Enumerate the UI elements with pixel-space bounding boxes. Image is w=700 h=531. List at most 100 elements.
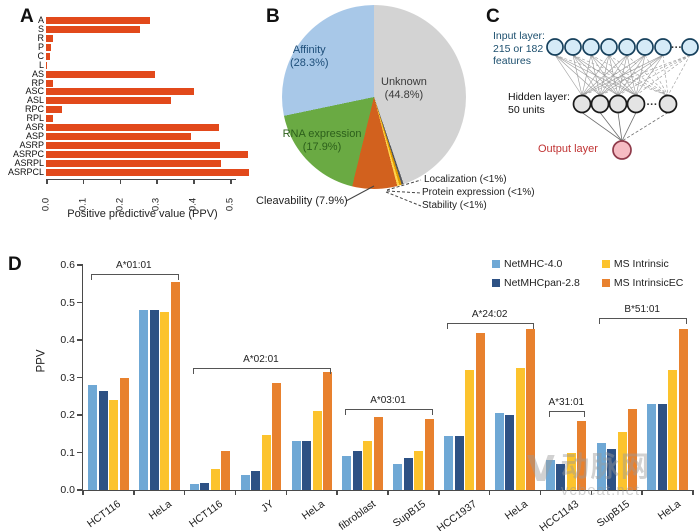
output-layer-label: Output layer bbox=[538, 143, 598, 155]
panel-a-category-label: ASRPCL bbox=[7, 166, 44, 177]
panel-d-bar bbox=[657, 403, 667, 490]
allele-bracket-label: B*51:01 bbox=[624, 303, 660, 315]
panel-a-x-tick bbox=[119, 179, 122, 184]
panel-d-x-tick bbox=[488, 490, 491, 495]
legend-swatch-netmhcpan bbox=[492, 279, 500, 287]
panel-d-bar bbox=[505, 415, 515, 490]
panel-a-bar bbox=[46, 43, 51, 51]
pie-label-affinity: Affinity (28.3%) bbox=[290, 44, 329, 69]
panel-d-bar bbox=[515, 368, 525, 490]
panel-a-bar-row: AS bbox=[6, 69, 256, 79]
panel-d-bar bbox=[189, 484, 199, 490]
panel-d-bar bbox=[240, 475, 250, 490]
panel-a-bar bbox=[46, 106, 62, 114]
panel-a-bars: A S R P C L AS RP ASC ASL RPC RPL ASR ASP ASRP ASRPC ASR… bbox=[6, 14, 256, 177]
allele-bracket bbox=[192, 368, 332, 375]
panel-d-bar bbox=[596, 443, 606, 490]
panel-d-bar bbox=[261, 434, 271, 490]
panel-d-bar bbox=[526, 328, 536, 490]
allele-bracket bbox=[599, 317, 687, 324]
panel-d-bar bbox=[119, 377, 129, 490]
panel-d-y-tick-label: 0.4 bbox=[60, 334, 75, 346]
panel-d-bar bbox=[363, 441, 373, 490]
panel-a-category-label: ASRPL bbox=[14, 157, 44, 168]
panel-d-y-tick bbox=[77, 451, 83, 454]
panel-d-bar bbox=[302, 441, 311, 490]
panel-a-category-label: ASRP bbox=[19, 140, 44, 151]
panel-d-bar bbox=[312, 411, 322, 490]
panel-d-bar bbox=[373, 416, 383, 490]
panel-d-x-tick bbox=[285, 490, 288, 495]
legend-label: MS IntrinsicEC bbox=[613, 277, 684, 289]
svg-text:···: ··· bbox=[671, 42, 682, 54]
panel-a-category-label: C bbox=[37, 50, 45, 61]
panel-a-x-tick bbox=[156, 179, 158, 184]
panel-d-bar bbox=[668, 370, 678, 490]
panel-d-y-tick bbox=[77, 264, 83, 266]
panel-d-x-tick bbox=[590, 490, 593, 495]
panel-a-bar bbox=[46, 97, 172, 105]
panel-d-bar bbox=[109, 400, 119, 490]
panel-d-bar bbox=[678, 328, 688, 490]
legend-label: MS Intrinsic bbox=[613, 258, 669, 270]
legend-item: NetMHC-4.0 bbox=[492, 258, 580, 270]
panel-d-x-tick bbox=[234, 490, 237, 495]
pie-label-unknown: Unknown (44.8%) bbox=[381, 76, 427, 101]
allele-bracket-label: A*01:01 bbox=[116, 260, 152, 272]
panel-d-x-tick bbox=[183, 490, 186, 495]
panel-d-bar bbox=[545, 460, 555, 490]
panel-a-bar bbox=[46, 115, 54, 123]
panel-d-bar bbox=[149, 310, 159, 490]
panel-a-bar bbox=[46, 34, 53, 42]
legend-swatch-ms-intrinsicec bbox=[601, 279, 610, 287]
panel-a-category-label: P bbox=[37, 41, 44, 52]
panel-a-x-tick bbox=[46, 179, 48, 184]
panel-d-bar bbox=[577, 420, 587, 490]
panel-d-bar bbox=[494, 413, 504, 490]
panel-d-y-tick-label: 0.5 bbox=[60, 296, 75, 309]
panel-d-x-tick bbox=[336, 490, 338, 495]
panel-a-bar-row: P bbox=[6, 41, 256, 52]
panel-a-bar bbox=[46, 25, 140, 33]
svg-text:···: ··· bbox=[647, 99, 658, 111]
panel-d-bar bbox=[170, 281, 180, 490]
panel-a-bar-row: C bbox=[6, 50, 256, 61]
pie-label-cleavability: Cleavability (7.9%) bbox=[256, 195, 348, 207]
watermark-text-en: vcbeat.net bbox=[560, 482, 641, 499]
hidden-layer-label: Hidden layer: 50 units bbox=[508, 91, 570, 116]
panel-d-bar bbox=[465, 370, 474, 490]
panel-d-bar bbox=[272, 383, 282, 490]
panel-d-bar bbox=[98, 390, 108, 490]
panel-a-x-tick bbox=[193, 179, 195, 184]
allele-bracket bbox=[548, 411, 586, 418]
panel-a-bar-row: ASR bbox=[6, 123, 256, 132]
panel-d-bar bbox=[393, 463, 403, 490]
pie-label-stability: Stability (<1%) bbox=[422, 200, 487, 211]
pie-label-rna: RNA expression (17.9%) bbox=[282, 128, 362, 153]
panel-a-bar bbox=[46, 79, 54, 87]
panel-a-category-label: R bbox=[37, 32, 45, 43]
panel-d-bar bbox=[647, 403, 657, 490]
panel-d-bar bbox=[210, 469, 220, 490]
panel-d-bar bbox=[291, 441, 301, 490]
panel-d-y-tick bbox=[77, 339, 83, 341]
panel-a-bar-row: ASP bbox=[6, 132, 256, 141]
panel-d-bar bbox=[617, 431, 627, 490]
panel-d-bar bbox=[566, 452, 576, 490]
panel-d-letter: D bbox=[8, 254, 22, 275]
panel-a-bar-row: RPL bbox=[6, 114, 256, 123]
panel-d-bar bbox=[607, 448, 616, 490]
panel-d-bar bbox=[323, 371, 332, 490]
panel-a-category-label: A bbox=[37, 14, 44, 25]
panel-d-y-tick bbox=[77, 489, 83, 491]
pie-chart bbox=[282, 5, 466, 189]
panel-a-x-axis bbox=[46, 179, 236, 180]
panel-a-bar bbox=[46, 61, 48, 69]
watermark: V 动脉网 vcbeat.net bbox=[527, 452, 651, 500]
panel-d-x-tick bbox=[539, 490, 542, 495]
panel-a-category-label: S bbox=[37, 23, 44, 34]
panel-a-bar bbox=[46, 168, 250, 176]
panel-a-bar bbox=[46, 16, 151, 24]
panel-d-x-tick bbox=[82, 490, 84, 495]
